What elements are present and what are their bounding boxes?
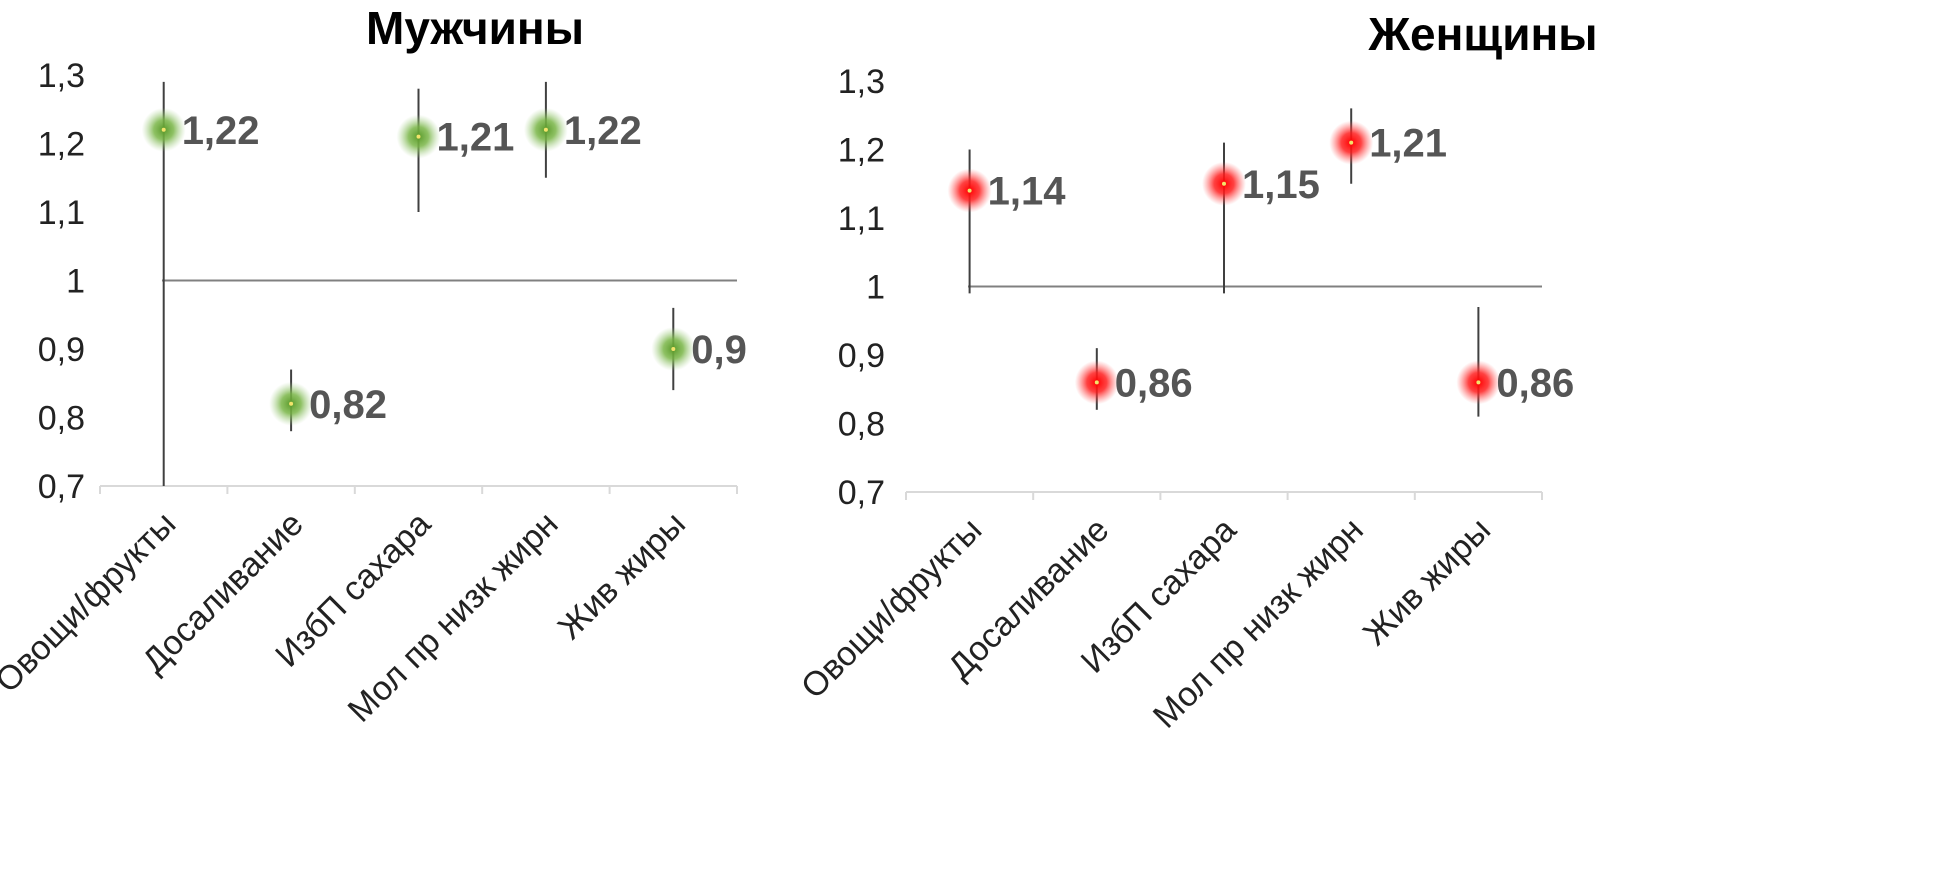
data-point-center xyxy=(161,127,166,132)
y-tick-label: 1,3 xyxy=(38,57,85,95)
data-label: 1,21 xyxy=(1369,122,1447,166)
y-tick-label: 1,2 xyxy=(38,126,85,164)
y-tick-label: 0,8 xyxy=(38,400,85,438)
data-point-center xyxy=(1476,380,1481,385)
y-tick-label: 1 xyxy=(66,263,85,301)
y-tick-label: 0,9 xyxy=(38,331,85,369)
y-tick-label: 1,3 xyxy=(838,63,885,101)
data-point-center xyxy=(671,347,676,351)
data-label: 1,22 xyxy=(564,109,642,153)
y-tick-label: 1,2 xyxy=(838,132,885,170)
data-point-center xyxy=(1349,140,1354,145)
y-tick-label: 0,7 xyxy=(838,474,885,512)
data-point-center xyxy=(1222,181,1226,186)
data-label: 1,14 xyxy=(988,170,1067,214)
x-category-label: Жив жиры xyxy=(551,505,693,647)
y-tick-label: 0,9 xyxy=(838,337,885,375)
x-category-label: Жив жиры xyxy=(1356,511,1498,653)
y-tick-label: 1 xyxy=(866,269,885,307)
data-point-center xyxy=(543,127,548,132)
data-point-center xyxy=(416,134,421,139)
chart-title: Мужчины xyxy=(366,2,584,54)
chart-women: Женщины 0,70,80,911,11,21,3Овощи/фруктыД… xyxy=(794,8,1598,736)
data-label: 1,21 xyxy=(437,116,515,160)
y-tick-label: 1,1 xyxy=(838,200,885,238)
y-tick-label: 1,1 xyxy=(38,194,85,232)
data-label: 0,82 xyxy=(309,383,387,427)
x-category-label: Мол пр низк жирн xyxy=(341,505,566,730)
data-point-center xyxy=(289,401,294,406)
data-label: 1,15 xyxy=(1242,163,1320,207)
data-label: 1,22 xyxy=(182,109,260,153)
data-label: 0,86 xyxy=(1115,361,1193,405)
data-label: 0,86 xyxy=(1496,361,1574,405)
y-tick-label: 0,7 xyxy=(38,468,85,506)
data-point-center xyxy=(1094,380,1099,385)
x-category-label: Мол пр низк жирн xyxy=(1146,511,1371,736)
chart-title: Женщины xyxy=(1367,8,1597,60)
data-point-center xyxy=(967,188,972,193)
chart-men: Мужчины 0,70,80,911,11,21,3Овощи/фруктыД… xyxy=(0,2,747,730)
y-tick-label: 0,8 xyxy=(838,406,885,444)
data-label: 0,9 xyxy=(691,328,747,372)
